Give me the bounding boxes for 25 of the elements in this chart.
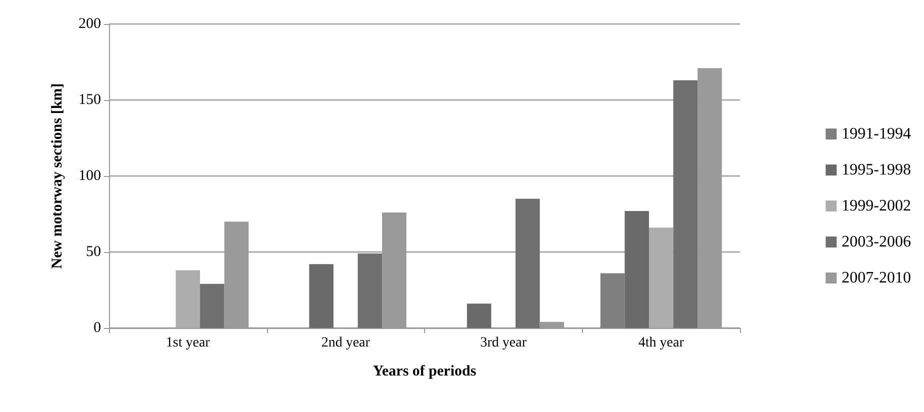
legend-label: 1995-1998 <box>842 162 911 178</box>
y-tick-label: 200 <box>78 16 101 32</box>
bar <box>200 284 224 328</box>
y-tick-label: 100 <box>78 168 101 184</box>
x-tick-label: 2nd year <box>321 336 370 350</box>
legend-label: 2003-2006 <box>842 234 911 250</box>
legend-label: 1999-2002 <box>842 198 911 214</box>
y-tick-label: 0 <box>94 320 101 336</box>
x-tick-label: 4th year <box>638 336 684 350</box>
bar <box>309 264 334 328</box>
bar <box>648 228 674 328</box>
legend-label: 2007-2010 <box>842 270 911 286</box>
bar <box>516 198 540 328</box>
bar <box>673 80 698 328</box>
bar <box>358 254 382 328</box>
legend-label: 1991-1994 <box>842 126 911 142</box>
x-tick-label: 3rd year <box>480 336 527 350</box>
y-axis-title: New motorway sections [km] <box>50 83 66 269</box>
y-tick-label: 50 <box>86 244 101 260</box>
bar <box>624 210 649 328</box>
bar <box>600 273 625 328</box>
x-tick-label: 1st year <box>166 336 210 350</box>
bar <box>466 304 492 328</box>
x-axis-title: Years of periods <box>372 364 476 380</box>
y-tick-label: 150 <box>78 92 101 108</box>
